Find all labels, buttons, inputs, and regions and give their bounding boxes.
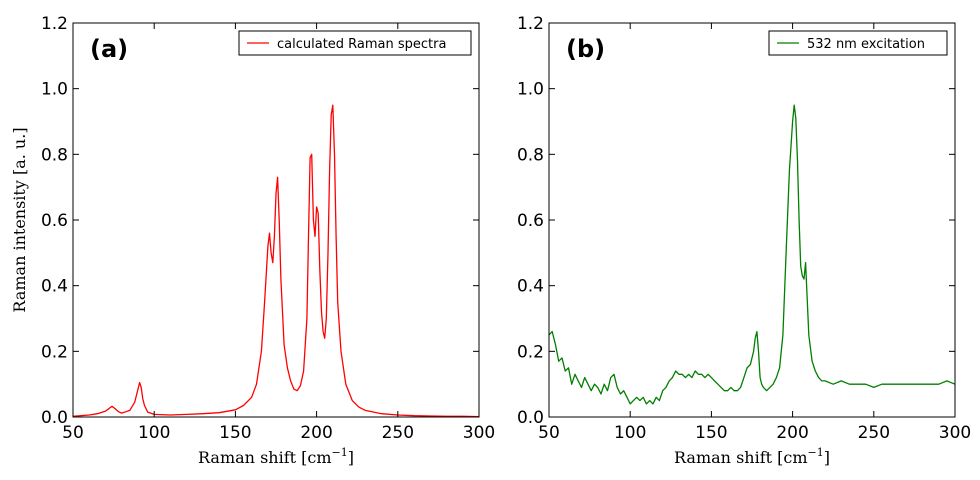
panel-label: (a) [90,35,128,63]
y-tick-label: 0.6 [517,211,544,231]
y-tick-label: 0.2 [517,342,544,362]
x-tick-label: 250 [858,423,890,443]
chart-panel-a: 50 100 150 200 250 300 0.0 0.2 0.4 0.6 0.8 1.0 1.2 Ra… [10,14,495,467]
x-axis-label: Raman shift [cm−1] [198,446,354,467]
x-tick-label: 100 [138,423,170,443]
y-tick-label: 0.8 [517,145,544,165]
chart-panel-b: 50 100 150 200 250 300 0.0 0.2 0.4 0.6 0.8 1.0 1.2 Ra… [517,14,971,467]
y-tick-label: 0.0 [517,408,544,428]
y-tick-label: 0.0 [41,408,68,428]
y-tick-label: 1.2 [41,14,68,34]
y-tick-label: 0.4 [41,277,68,297]
legend-entry-label: 532 nm excitation [807,37,925,52]
y-tick-label: 1.0 [41,80,68,100]
legend: 532 nm excitation [768,30,948,56]
y-tick-label: 0.8 [41,145,68,165]
y-tick-label: 1.2 [517,14,544,34]
panel-label: (b) [566,35,605,63]
y-tick-label: 0.4 [517,277,544,297]
x-tick-label: 200 [300,423,332,443]
x-axis-label: Raman shift [cm−1] [674,446,830,467]
x-tick-label: 50 [62,423,84,443]
series-line [72,104,480,418]
y-axis-label: Raman intensity [a. u.] [10,127,29,312]
x-tick-label: 300 [463,423,495,443]
x-tick-label: 200 [776,423,808,443]
x-tick-label: 300 [939,423,971,443]
x-tick-label: 100 [614,423,646,443]
x-tick-label: 250 [382,423,414,443]
x-tick-label: 50 [538,423,560,443]
y-tick-label: 0.6 [41,211,68,231]
series-line [548,104,956,405]
x-tick-label: 150 [695,423,727,443]
legend: calculated Raman spectra [238,30,472,56]
axes-frame [72,22,480,418]
legend-box [238,30,472,56]
y-tick-label: 1.0 [517,80,544,100]
x-tick-label: 150 [219,423,251,443]
y-tick-label: 0.2 [41,342,68,362]
legend-entry-label: calculated Raman spectra [277,37,446,52]
